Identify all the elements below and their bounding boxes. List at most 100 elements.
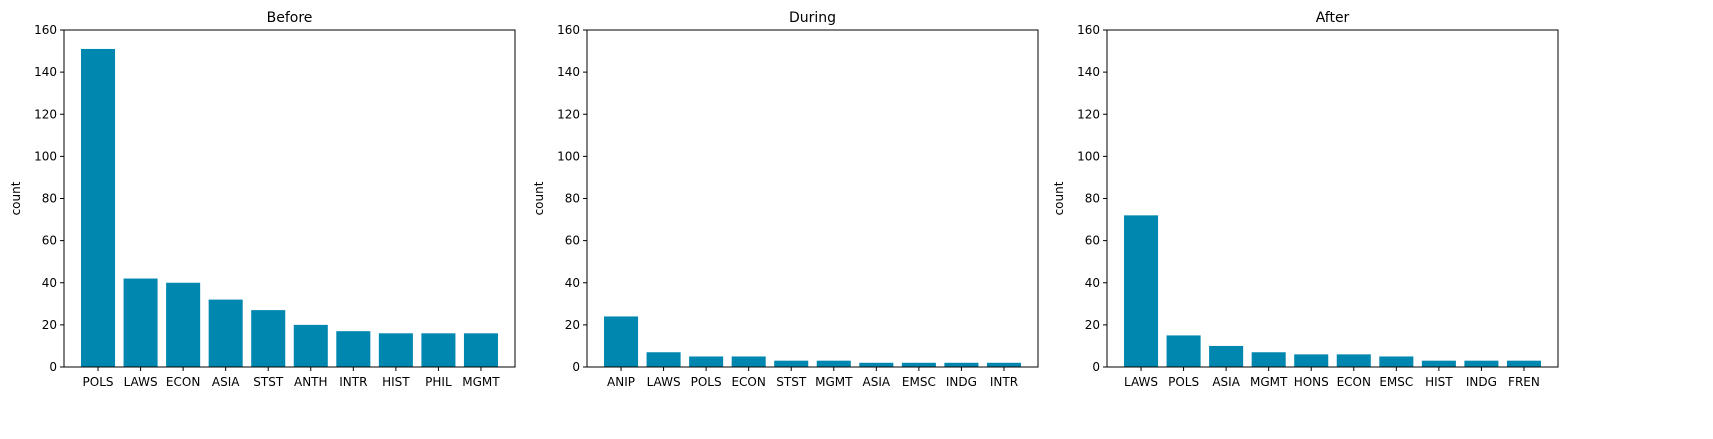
y-tick-label-before-100: 100 [34,149,57,163]
x-tick-label-during-pols: POLS [691,375,722,389]
bar-before-pols [81,48,116,368]
bar-during-intr [986,362,1021,367]
bars-before [81,48,498,368]
x-tick-label-before-econ: ECON [166,375,200,389]
bar-during-anip [604,316,639,367]
x-tick-label-before-intr: INTR [339,375,367,389]
x-tick-label-before-phil: PHIL [425,375,452,389]
bar-during-pols [689,356,724,367]
panel-before: Before count 0 20 40 60 80 100 120 140 160 POLS L… [9,10,516,389]
chart-title-after: After [1316,10,1350,26]
bar-during-laws [646,352,681,367]
plot-frame-during [586,29,1039,368]
y-tick-label-after-160: 160 [1077,23,1100,37]
y-tick-label-during-80: 80 [565,192,580,206]
y-tick-label-after-0: 0 [1092,360,1100,374]
x-tick-label-after-fren: FREN [1508,375,1540,389]
bar-during-econ [731,356,766,367]
y-tick-label-after-120: 120 [1077,107,1100,121]
plot-frame-after [1106,29,1559,368]
panel-after: After count 0 20 40 60 80 100 120 140 160 LAWS PO… [1052,10,1559,389]
y-tick-label-during-120: 120 [557,107,580,121]
x-axis-during: ANIP LAWS POLS ECON STST MGMT ASIA EMSC INDG INTR [607,367,1018,389]
y-tick-label-after-20: 20 [1085,318,1100,332]
x-tick-label-during-indg: INDG [946,375,977,389]
bar-after-fren [1506,360,1541,367]
y-tick-label-after-80: 80 [1085,192,1100,206]
bar-before-hist [378,333,413,367]
x-tick-label-during-anip: ANIP [607,375,635,389]
y-tick-label-during-60: 60 [565,234,580,248]
x-tick-label-before-hist: HIST [382,375,410,389]
bar-before-intr [336,331,371,367]
x-tick-label-during-econ: ECON [731,375,765,389]
x-tick-label-before-stst: STST [253,375,284,389]
x-tick-label-during-mgmt: MGMT [815,375,853,389]
y-axis-during: 0 20 40 60 80 100 120 140 160 [557,23,587,374]
y-tick-label-after-60: 60 [1085,234,1100,248]
x-tick-label-after-emsc: EMSC [1379,375,1413,389]
bar-during-emsc [901,362,936,367]
x-tick-label-after-laws: LAWS [1124,375,1158,389]
y-tick-label-before-120: 120 [34,107,57,121]
x-tick-label-before-pols: POLS [83,375,114,389]
y-tick-label-during-140: 140 [557,65,580,79]
bar-before-econ [166,282,201,367]
x-tick-label-during-intr: INTR [990,375,1018,389]
y-tick-label-before-0: 0 [49,360,57,374]
bar-after-indg [1464,360,1499,367]
chart-title-before: Before [267,10,313,26]
x-tick-label-after-econ: ECON [1337,375,1371,389]
y-tick-label-during-20: 20 [565,318,580,332]
bars-after [1124,215,1541,367]
y-tick-label-after-40: 40 [1085,276,1100,290]
bars-during [604,316,1021,367]
bar-after-pols [1166,335,1201,367]
y-axis-label-after: count [1052,181,1066,215]
x-tick-label-before-anth: ANTH [294,375,328,389]
y-axis-before: 0 20 40 60 80 100 120 140 160 [34,23,64,374]
y-axis-label-before: count [9,181,23,215]
x-tick-label-before-mgmt: MGMT [462,375,500,389]
y-tick-label-after-100: 100 [1077,149,1100,163]
y-tick-label-during-160: 160 [557,23,580,37]
y-tick-label-before-160: 160 [34,23,57,37]
x-axis-before: POLS LAWS ECON ASIA STST ANTH INTR HIST PHIL MGMT [83,367,500,389]
bar-during-stst [774,360,809,367]
y-tick-label-before-140: 140 [34,65,57,79]
x-tick-label-after-hist: HIST [1425,375,1453,389]
bar-during-mgmt [816,360,851,367]
x-tick-label-after-indg: INDG [1466,375,1497,389]
bar-after-hist [1421,360,1456,367]
bar-before-anth [293,324,328,367]
x-tick-label-after-asia: ASIA [1212,375,1240,389]
x-tick-label-before-asia: ASIA [212,375,240,389]
bar-after-hons [1294,354,1329,367]
x-tick-label-during-asia: ASIA [863,375,891,389]
x-tick-label-during-laws: LAWS [647,375,681,389]
x-tick-label-during-stst: STST [776,375,807,389]
panel-during: During count 0 20 40 60 80 100 120 140 160 ANIP L… [532,10,1039,389]
x-tick-label-after-mgmt: MGMT [1250,375,1288,389]
x-tick-label-after-hons: HONS [1294,375,1329,389]
bar-before-mgmt [463,333,498,367]
bar-before-stst [251,310,286,367]
x-axis-after: LAWS POLS ASIA MGMT HONS ECON EMSC HIST INDG FREN [1124,367,1540,389]
x-tick-label-after-pols: POLS [1168,375,1199,389]
y-tick-label-during-100: 100 [557,149,580,163]
y-tick-label-during-0: 0 [572,360,580,374]
y-axis-label-during: count [532,181,546,215]
bar-during-asia [859,362,894,367]
plot-frame-before [63,29,516,368]
bar-during-indg [944,362,979,367]
chart-title-during: During [789,10,836,26]
bar-after-emsc [1379,356,1414,367]
bar-after-econ [1336,354,1371,367]
bar-before-asia [208,299,243,367]
bar-before-phil [421,333,456,367]
y-tick-label-after-140: 140 [1077,65,1100,79]
x-tick-label-before-laws: LAWS [124,375,158,389]
x-tick-label-during-emsc: EMSC [902,375,936,389]
